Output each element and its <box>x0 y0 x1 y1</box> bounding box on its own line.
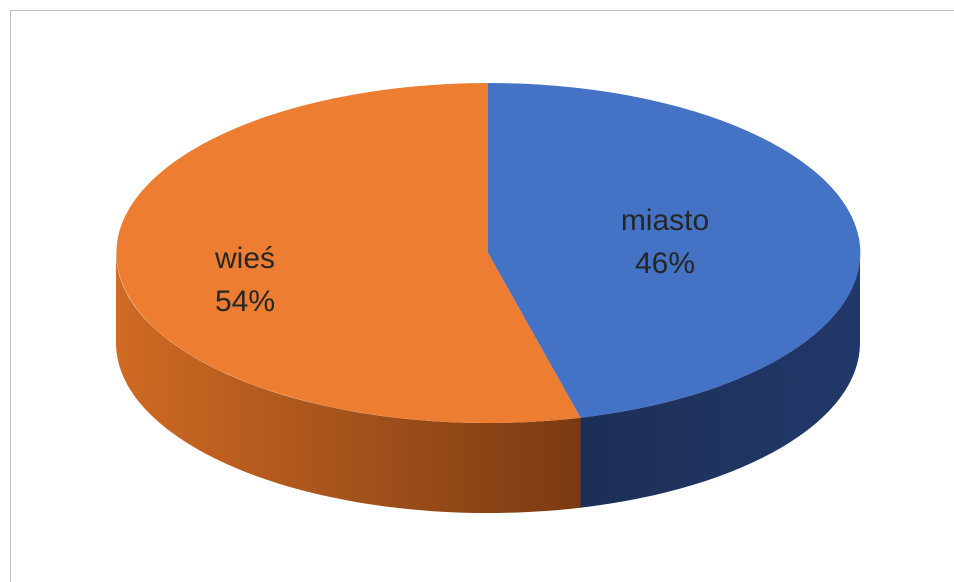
data-label-name: wieś <box>214 242 275 275</box>
data-label-percent: 54% <box>215 285 275 318</box>
pie-slice-1 <box>488 82 861 418</box>
data-label-2: wieś 54% <box>214 242 275 318</box>
data-label-1: miasto 46% <box>621 204 709 280</box>
pie-slice-side-2 <box>115 253 581 514</box>
pie-slice-2 <box>116 83 581 423</box>
data-label-name: miasto <box>621 204 709 237</box>
data-label-percent: 46% <box>635 247 695 280</box>
pie-slice-side-1 <box>580 253 860 508</box>
